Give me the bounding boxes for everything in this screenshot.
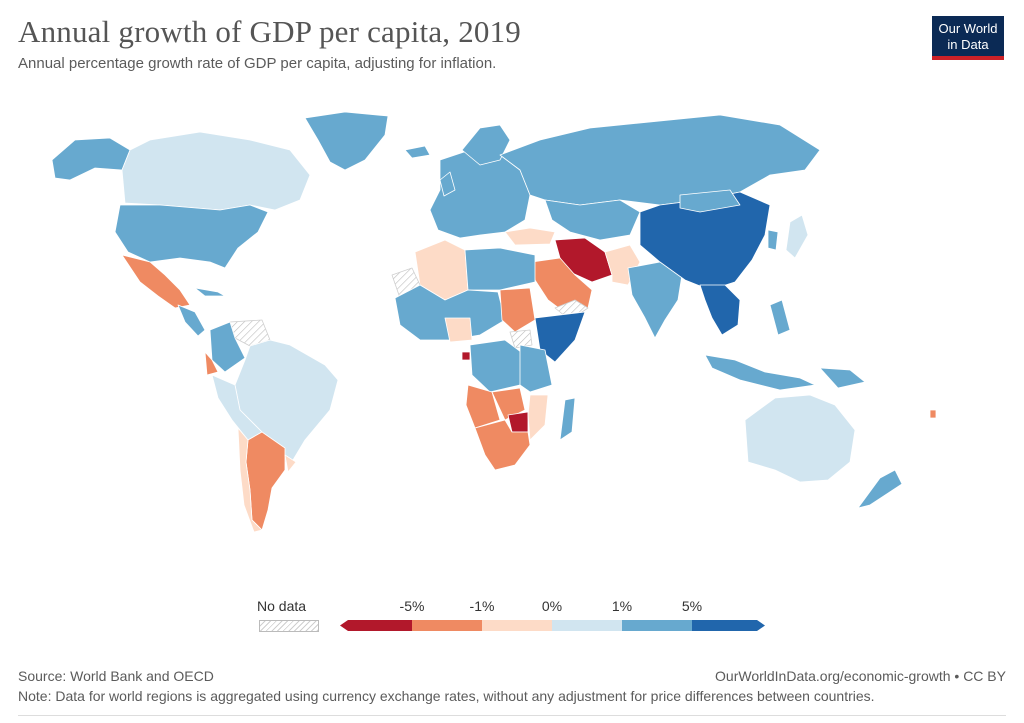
legend-bin-6	[692, 620, 757, 631]
region-madagascar[interactable]	[559, 397, 576, 441]
region-japan[interactable]	[785, 214, 809, 259]
region-new-zealand[interactable]	[857, 469, 903, 509]
legend-bin-3	[482, 620, 552, 631]
note-text: Note: Data for world regions is aggregat…	[18, 688, 875, 704]
region-equatorial-guinea[interactable]	[461, 351, 471, 361]
region-philippines[interactable]	[769, 299, 791, 336]
region-nigeria[interactable]	[444, 317, 473, 343]
region-turkey[interactable]	[504, 227, 556, 246]
region-korea[interactable]	[767, 229, 779, 251]
legend-arrow-left	[340, 620, 348, 631]
region-canada[interactable]	[121, 131, 311, 211]
legend-arrow-right	[757, 620, 765, 631]
region-alaska[interactable]	[51, 137, 131, 181]
legend-tick-label: 0%	[541, 598, 563, 614]
region-chile[interactable]	[237, 427, 263, 533]
region-iceland[interactable]	[404, 145, 431, 159]
owid-logo[interactable]: Our World in Data	[932, 16, 1004, 60]
region-libya-egypt[interactable]	[464, 247, 536, 291]
region-central-america[interactable]	[177, 304, 206, 337]
region-mexico[interactable]	[121, 254, 191, 309]
source-url-link[interactable]: OurWorldInData.org/economic-growth • CC …	[715, 668, 1006, 684]
legend-tick-label: 5%	[681, 598, 703, 614]
region-uruguay[interactable]	[284, 454, 297, 473]
region-russia[interactable]	[499, 114, 821, 206]
logo-line-1: Our World	[938, 21, 998, 36]
region-india[interactable]	[627, 261, 683, 339]
logo-line-2: in Data	[947, 37, 989, 52]
legend-bin-5	[622, 620, 692, 631]
region-greenland[interactable]	[304, 111, 389, 171]
region-angola[interactable]	[465, 384, 501, 429]
legend-bin-4	[552, 620, 622, 631]
region-scandinavia[interactable]	[461, 124, 511, 166]
region-zimbabwe[interactable]	[507, 411, 529, 433]
region-south-sudan[interactable]	[509, 329, 533, 349]
region-ecuador[interactable]	[204, 351, 219, 376]
legend-bin-2	[412, 620, 482, 631]
region-zambia[interactable]	[491, 387, 526, 421]
legend: No data -5% -1% 0% 1% 5%	[0, 596, 1024, 646]
source-text: Source: World Bank and OECD	[18, 668, 214, 684]
footer-divider	[18, 715, 1006, 716]
region-east-africa[interactable]	[519, 344, 553, 393]
chart-subtitle: Annual percentage growth rate of GDP per…	[18, 55, 497, 72]
legend-bin-1	[348, 620, 412, 631]
region-cuba[interactable]	[194, 287, 226, 297]
world-map[interactable]	[0, 95, 1024, 535]
no-data-label: No data	[257, 598, 307, 614]
legend-tick-label: -5%	[399, 598, 425, 614]
region-pacific-islands[interactable]	[929, 409, 937, 419]
region-indonesia[interactable]	[704, 354, 816, 391]
region-mozambique[interactable]	[527, 394, 549, 441]
region-papua[interactable]	[819, 367, 866, 389]
region-australia[interactable]	[744, 394, 856, 483]
region-usa[interactable]	[114, 204, 269, 269]
region-southeast-asia[interactable]	[699, 284, 741, 336]
region-southern-africa[interactable]	[474, 419, 531, 471]
chart-title: Annual growth of GDP per capita, 2019	[18, 14, 522, 49]
legend-tick-label: 1%	[611, 598, 633, 614]
region-mongolia[interactable]	[679, 189, 741, 213]
region-uk[interactable]	[439, 171, 456, 197]
no-data-swatch	[259, 620, 319, 632]
legend-tick-label: -1%	[469, 598, 495, 614]
region-sudan[interactable]	[499, 287, 536, 333]
region-central-asia[interactable]	[544, 199, 641, 241]
